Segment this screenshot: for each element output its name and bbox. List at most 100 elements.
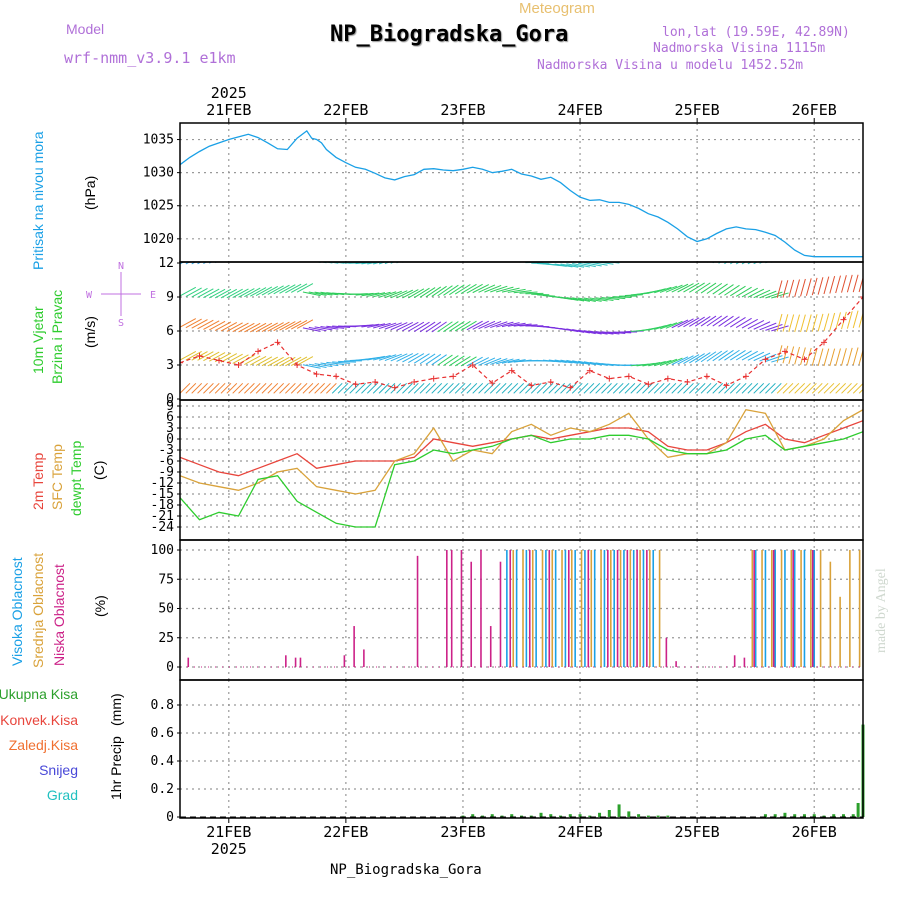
- x-tick-bottom-0: 21FEB: [206, 823, 251, 841]
- wind-speed-point: [180, 359, 183, 366]
- wind-speed-point: [294, 362, 301, 368]
- wind-speed-point: [196, 352, 203, 359]
- x-tick-bottom-3: 24FEB: [557, 823, 602, 841]
- x-year-bottom: 2025: [211, 840, 247, 858]
- chart-kind: Meteogram: [519, 0, 595, 17]
- wind-speed-point: [645, 381, 652, 388]
- precip-bar: [802, 814, 806, 817]
- precip-bar: [812, 814, 816, 817]
- wind-speed-point: [274, 339, 281, 346]
- precip-bar: [822, 815, 826, 817]
- model-altitude-text: Nadmorska Visina u modelu 1452.52m: [537, 58, 804, 73]
- x-tick-top-1: 22FEB: [323, 101, 368, 119]
- precip-bar: [510, 814, 514, 817]
- wind-speed-point: [723, 382, 730, 389]
- ytick-label-2-11: 9: [166, 399, 174, 414]
- precip-bar: [490, 814, 494, 817]
- x-tick-top-4: 25FEB: [675, 101, 720, 119]
- wind-barbs: [180, 262, 863, 394]
- precip-bar: [832, 814, 836, 817]
- model-label: Model: [66, 21, 105, 37]
- precip-bar: [480, 815, 484, 817]
- precip-bar: [559, 815, 563, 817]
- ytick-label-4-0: 0: [166, 810, 174, 825]
- compass-n: N: [118, 261, 124, 272]
- ytick-label-3-4: 100: [151, 543, 174, 558]
- panel-bg-2: [180, 400, 863, 540]
- legend-konvek: Konvek.Kisa: [0, 712, 78, 728]
- model-name: wrf-nmm_v3.9.1 e1km: [64, 49, 236, 67]
- precip-bar: [520, 815, 523, 817]
- wind-speed-point: [625, 373, 632, 380]
- wind-speed-point: [528, 382, 535, 389]
- wind-speed-point: [801, 356, 808, 363]
- precip-bar: [471, 814, 475, 817]
- compass-e: E: [150, 290, 156, 301]
- wind-speed-point: [586, 367, 593, 374]
- wind-speed-point: [313, 371, 320, 378]
- wind-speed-point: [216, 357, 223, 364]
- ytick-label-1-4: 12: [158, 256, 174, 271]
- compass-s: S: [118, 318, 124, 329]
- dewpt-line: [180, 431, 863, 528]
- wind-speed-point: [567, 384, 574, 391]
- ytick-label-4-2: 0.4: [151, 754, 175, 769]
- compass-rose: N W E S: [86, 261, 156, 329]
- wind-speed-point: [762, 356, 769, 363]
- ytick-label-3-0: 0: [166, 660, 174, 675]
- pressure-line: [180, 129, 863, 258]
- coords-text: lon,lat (19.59E, 42.89N): [662, 25, 850, 40]
- ytick-label-2-10: 6: [166, 410, 174, 425]
- precip-bar: [783, 812, 787, 817]
- precip-bar: [763, 814, 767, 817]
- precip-bar: [568, 814, 572, 817]
- ytick-label-2-8: 0: [166, 432, 174, 447]
- sfc-temp-line: [180, 408, 863, 495]
- ytick-label-2-6: -6: [158, 454, 174, 469]
- wind-speed-point: [664, 375, 671, 382]
- ytick-label-0-1: 1025: [143, 199, 174, 214]
- wind-speed-point: [860, 294, 863, 300]
- compass-w: W: [86, 290, 93, 301]
- precip-bar: [656, 815, 660, 817]
- precip-bar: [646, 815, 650, 817]
- x-tick-bottom-5: 26FEB: [792, 823, 837, 841]
- ytick-label-2-5: -9: [158, 465, 174, 480]
- x-tick-bottom-4: 25FEB: [675, 823, 720, 841]
- precip-bar: [549, 814, 553, 817]
- precip-bar: [607, 810, 611, 817]
- ytick-label-2-7: -3: [158, 443, 174, 458]
- ytick-label-2-3: -15: [151, 487, 174, 502]
- ytick-label-0-2: 1030: [143, 166, 174, 181]
- x-tick-top-5: 26FEB: [792, 101, 837, 119]
- precip-bar: [666, 815, 670, 817]
- wind-speed-point: [489, 380, 496, 387]
- precip-bar: [539, 812, 543, 817]
- wind-speed-point: [430, 375, 437, 382]
- precip-bar: [617, 804, 621, 817]
- panel-bg-4: [180, 680, 863, 818]
- ytick-label-2-9: 3: [166, 421, 174, 436]
- ytick-label-3-2: 50: [158, 602, 174, 617]
- wind-speed-point: [547, 379, 554, 385]
- precip-bar: [793, 814, 797, 817]
- ytick-label-1-3: 9: [166, 290, 174, 305]
- precip-bar: [578, 814, 582, 817]
- altitude-text: Nadmorska Visina 1115m: [653, 41, 826, 56]
- precip-bar: [461, 815, 465, 817]
- ytick-label-1-2: 6: [166, 324, 174, 339]
- ytick-label-2-1: -21: [151, 509, 174, 524]
- ytick-label-2-2: -18: [151, 498, 174, 513]
- x-tick-top-2: 23FEB: [440, 101, 485, 119]
- ytick-label-4-1: 0.2: [151, 782, 174, 797]
- wind-speed-point: [684, 379, 691, 385]
- wind-speed-point: [742, 373, 749, 380]
- x-tick-top-0: 21FEB: [206, 101, 251, 119]
- wind-speed-point: [508, 367, 515, 374]
- ytick-label-3-3: 75: [158, 572, 174, 587]
- ytick-label-3-1: 25: [158, 631, 174, 646]
- ytick-label-2-4: -12: [151, 476, 174, 491]
- station-title: NP_Biogradska_Gora: [330, 22, 569, 47]
- wind-speed-point: [606, 375, 613, 382]
- ytick-label-1-1: 3: [166, 358, 174, 373]
